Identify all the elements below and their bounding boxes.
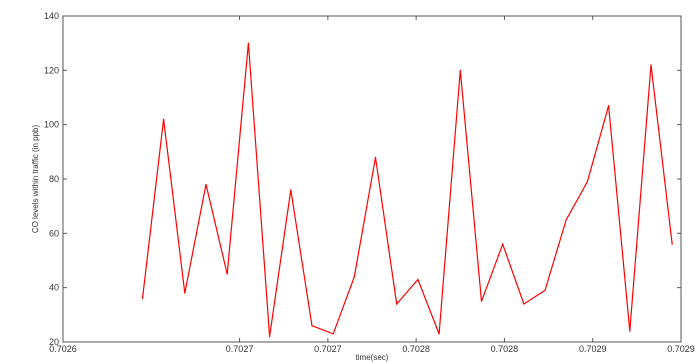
data-point bbox=[332, 333, 334, 335]
y-tick-label: 60 bbox=[49, 228, 59, 238]
series-line bbox=[141, 43, 673, 337]
data-point bbox=[226, 273, 228, 275]
data-point bbox=[629, 330, 631, 332]
data-point bbox=[247, 42, 249, 44]
x-axis-title: time(sec) bbox=[356, 353, 389, 362]
y-tick-label: 40 bbox=[49, 283, 59, 293]
data-point bbox=[290, 189, 292, 191]
y-tick-label: 100 bbox=[44, 120, 59, 130]
data-point bbox=[311, 325, 313, 327]
x-tick-label: 0.7026 bbox=[49, 344, 77, 354]
data-point bbox=[459, 69, 461, 71]
data-point bbox=[502, 243, 504, 245]
x-tick-label: 0.7028 bbox=[402, 344, 430, 354]
data-point bbox=[374, 156, 377, 158]
data-point bbox=[353, 276, 355, 278]
data-point bbox=[268, 335, 271, 338]
y-tick-label: 20 bbox=[49, 337, 59, 347]
y-tick-label: 120 bbox=[44, 65, 59, 75]
data-point bbox=[205, 183, 207, 186]
y-tick-label: 80 bbox=[49, 174, 59, 184]
x-tick-label: 0.7027 bbox=[226, 344, 254, 354]
x-tick-label: 0.7029 bbox=[579, 344, 607, 354]
data-point bbox=[163, 118, 165, 120]
data-point bbox=[480, 300, 483, 302]
data-point bbox=[438, 333, 440, 335]
data-point bbox=[586, 181, 589, 183]
x-tick-label: 0.7029 bbox=[667, 344, 695, 354]
data-point bbox=[523, 303, 525, 305]
y-axis-title: CO levels within traffic (in ppb) bbox=[31, 125, 40, 234]
data-point bbox=[417, 278, 419, 281]
data-point bbox=[565, 219, 567, 221]
x-tick-label: 0.7027 bbox=[314, 344, 342, 354]
data-point bbox=[184, 292, 186, 294]
x-tick-label: 0.7028 bbox=[491, 344, 519, 354]
data-point bbox=[608, 105, 610, 107]
data-point bbox=[650, 64, 652, 66]
y-tick-label: 140 bbox=[44, 11, 59, 21]
data-point bbox=[141, 297, 144, 300]
data-point bbox=[544, 289, 546, 291]
data-point bbox=[396, 303, 398, 305]
data-point bbox=[671, 243, 673, 245]
